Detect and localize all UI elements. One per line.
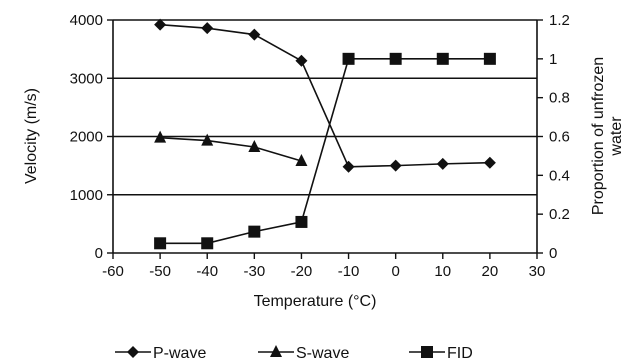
data-point bbox=[389, 52, 402, 65]
data-point bbox=[201, 237, 214, 250]
y-right-axis-title-line1: Proportion of unfrozen bbox=[590, 57, 607, 215]
x-tick-label: -50 bbox=[149, 263, 171, 280]
y-right-tick-label: 0.6 bbox=[549, 129, 570, 146]
data-point bbox=[201, 133, 214, 146]
plot-area bbox=[154, 18, 496, 250]
data-point bbox=[295, 54, 308, 67]
data-point bbox=[295, 215, 308, 228]
legend-item-p-wave: P-wave bbox=[115, 345, 206, 362]
series-s-wave bbox=[154, 130, 308, 166]
legend: P-wave S-wave FID bbox=[115, 345, 473, 362]
data-point bbox=[295, 153, 308, 166]
y-right-tick-label: 1 bbox=[549, 51, 557, 68]
y-left-axis-ticks: 0 1000 2000 3000 4000 bbox=[70, 12, 113, 262]
data-point bbox=[389, 159, 402, 172]
data-point bbox=[248, 139, 261, 152]
legend-marker bbox=[127, 346, 139, 358]
series-line bbox=[160, 136, 302, 162]
data-point bbox=[483, 52, 496, 65]
data-point bbox=[248, 28, 261, 41]
data-point bbox=[436, 157, 449, 170]
y-left-axis-title: Velocity (m/s) bbox=[23, 88, 40, 184]
y-left-tick-label: 4000 bbox=[70, 12, 103, 29]
x-tick-label: -10 bbox=[338, 263, 360, 280]
data-point bbox=[154, 130, 167, 143]
legend-label: FID bbox=[447, 345, 473, 362]
legend-label: S-wave bbox=[296, 345, 349, 362]
y-right-tick-label: 0 bbox=[549, 245, 557, 262]
y-right-tick-label: 0.2 bbox=[549, 206, 570, 223]
data-point bbox=[154, 18, 167, 31]
x-tick-label: 10 bbox=[434, 263, 451, 280]
series-p-wave bbox=[154, 18, 496, 173]
x-axis-ticks: -60 -50 -40 -30 -20 -10 0 10 20 30 bbox=[102, 253, 545, 280]
y-left-tick-label: 2000 bbox=[70, 129, 103, 146]
legend-label: P-wave bbox=[153, 345, 206, 362]
data-point bbox=[154, 237, 167, 250]
series-line bbox=[160, 58, 490, 245]
x-tick-label: -60 bbox=[102, 263, 124, 280]
x-axis-title: Temperature (°C) bbox=[254, 293, 377, 310]
data-point bbox=[342, 52, 355, 65]
y-right-tick-label: 0.8 bbox=[549, 90, 570, 107]
y-left-tick-label: 3000 bbox=[70, 70, 103, 87]
y-right-axis-title-line2: water bbox=[608, 116, 625, 157]
y-left-tick-label: 1000 bbox=[70, 187, 103, 204]
legend-marker bbox=[270, 345, 282, 357]
x-tick-label: -30 bbox=[243, 263, 265, 280]
legend-item-s-wave: S-wave bbox=[258, 345, 349, 362]
legend-marker bbox=[421, 346, 433, 358]
x-tick-label: 0 bbox=[391, 263, 399, 280]
data-point bbox=[201, 22, 214, 35]
y-right-tick-label: 0.4 bbox=[549, 167, 570, 184]
x-tick-label: -40 bbox=[196, 263, 218, 280]
series-fid bbox=[154, 52, 496, 250]
data-point bbox=[248, 225, 261, 238]
y-right-axis-ticks: 0 0.2 0.4 0.6 0.8 1 1.2 bbox=[537, 12, 570, 262]
x-tick-label: 30 bbox=[529, 263, 546, 280]
data-point bbox=[436, 52, 449, 65]
data-point bbox=[483, 156, 496, 169]
legend-item-fid: FID bbox=[409, 345, 473, 362]
gridlines bbox=[113, 19, 537, 196]
data-point bbox=[342, 160, 355, 173]
y-right-tick-label: 1.2 bbox=[549, 12, 570, 29]
x-tick-label: -20 bbox=[291, 263, 313, 280]
x-tick-label: 20 bbox=[482, 263, 499, 280]
series-line bbox=[160, 23, 490, 168]
y-left-tick-label: 0 bbox=[95, 245, 103, 262]
